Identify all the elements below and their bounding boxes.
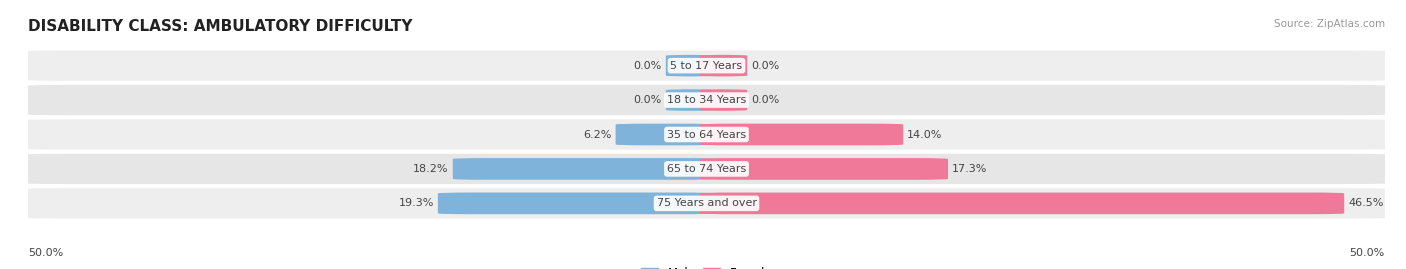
Text: 14.0%: 14.0%: [907, 129, 942, 140]
Text: 65 to 74 Years: 65 to 74 Years: [666, 164, 747, 174]
Text: 0.0%: 0.0%: [751, 61, 779, 71]
Text: 5 to 17 Years: 5 to 17 Years: [671, 61, 742, 71]
FancyBboxPatch shape: [616, 124, 713, 145]
Text: 0.0%: 0.0%: [751, 95, 779, 105]
Text: 6.2%: 6.2%: [583, 129, 612, 140]
FancyBboxPatch shape: [666, 55, 713, 76]
Text: 19.3%: 19.3%: [398, 198, 434, 208]
Text: 75 Years and over: 75 Years and over: [657, 198, 756, 208]
FancyBboxPatch shape: [14, 154, 1399, 184]
FancyBboxPatch shape: [700, 193, 1344, 214]
FancyBboxPatch shape: [14, 85, 1399, 115]
Text: DISABILITY CLASS: AMBULATORY DIFFICULTY: DISABILITY CLASS: AMBULATORY DIFFICULTY: [28, 19, 412, 34]
Legend: Male, Female: Male, Female: [641, 267, 772, 269]
FancyBboxPatch shape: [700, 89, 747, 111]
FancyBboxPatch shape: [14, 119, 1399, 150]
FancyBboxPatch shape: [14, 188, 1399, 218]
FancyBboxPatch shape: [666, 89, 713, 111]
FancyBboxPatch shape: [437, 193, 713, 214]
Text: 50.0%: 50.0%: [28, 248, 63, 258]
Text: 18 to 34 Years: 18 to 34 Years: [666, 95, 747, 105]
Text: 46.5%: 46.5%: [1348, 198, 1384, 208]
Text: 50.0%: 50.0%: [1350, 248, 1385, 258]
Text: 35 to 64 Years: 35 to 64 Years: [666, 129, 747, 140]
FancyBboxPatch shape: [700, 124, 903, 145]
FancyBboxPatch shape: [700, 55, 747, 76]
Text: Source: ZipAtlas.com: Source: ZipAtlas.com: [1274, 19, 1385, 29]
FancyBboxPatch shape: [700, 158, 948, 180]
FancyBboxPatch shape: [14, 51, 1399, 81]
Text: 17.3%: 17.3%: [952, 164, 987, 174]
Text: 18.2%: 18.2%: [413, 164, 449, 174]
FancyBboxPatch shape: [453, 158, 713, 180]
Text: 0.0%: 0.0%: [634, 95, 662, 105]
Text: 0.0%: 0.0%: [634, 61, 662, 71]
